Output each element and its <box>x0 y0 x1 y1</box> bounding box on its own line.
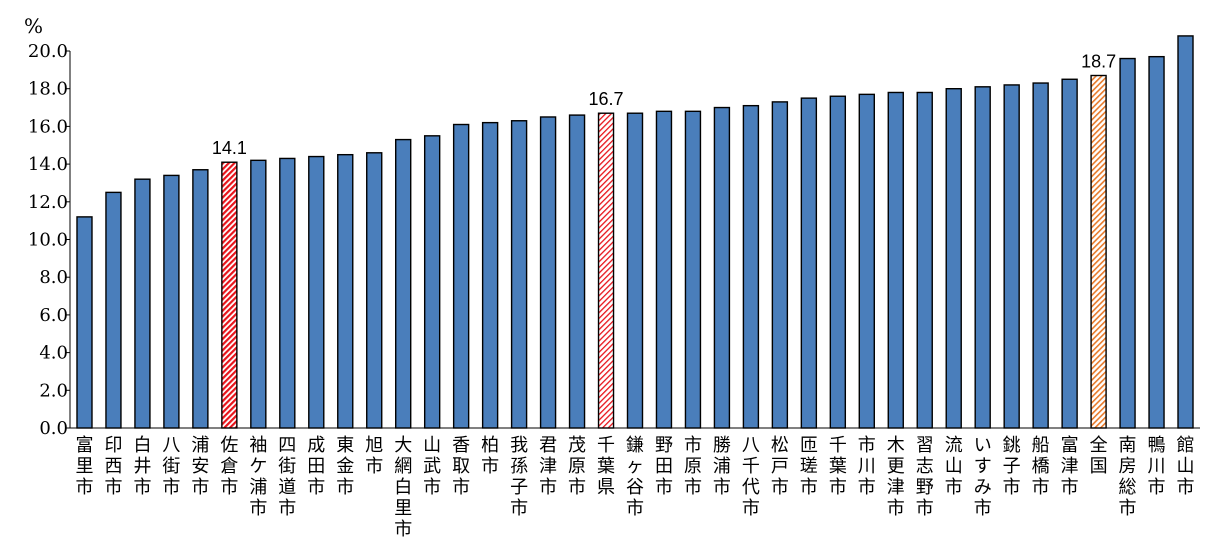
x-tick-label: 千葉市 <box>829 435 847 498</box>
y-tick-label: 16.0 <box>28 116 68 137</box>
data-labels: 14.1 16.7 18.7 <box>212 52 1116 159</box>
y-tick-label: 10.0 <box>28 230 68 251</box>
x-tick-label: 木更津市 <box>887 435 905 519</box>
bar-館山市 <box>1177 35 1194 429</box>
bar-旭市 <box>366 152 383 429</box>
x-tick-label: 袖ケ浦市 <box>249 435 267 519</box>
bar-松戸市 <box>771 101 789 429</box>
x-tick-label: 我孫子市 <box>510 435 528 519</box>
bar-佐倉市 <box>221 161 238 429</box>
x-tick-label: 八千代市 <box>742 435 760 519</box>
x-tick-label: 市原市 <box>684 435 702 498</box>
y-tick-label: 12.0 <box>28 192 68 213</box>
y-tick-label: 14.0 <box>28 154 68 175</box>
bar-流山市 <box>945 87 962 429</box>
bar-市原市 <box>684 110 702 429</box>
x-tick-label: 松戸市 <box>771 435 789 498</box>
bar-千葉市 <box>829 95 847 429</box>
x-tick-label: 千葉県 <box>597 435 615 498</box>
bar-市川市 <box>858 93 875 429</box>
x-tick-label: 銚子市 <box>1003 435 1021 498</box>
bar-成田市 <box>308 155 325 429</box>
x-tick-label: 富津市 <box>1061 435 1079 498</box>
y-tick-label: 2.0 <box>39 380 68 401</box>
x-tick-label: 全国 <box>1090 435 1108 477</box>
bar-君津市 <box>539 116 557 429</box>
bars <box>76 35 1194 429</box>
bar-東金市 <box>337 153 354 429</box>
bar-茂原市 <box>568 114 586 429</box>
bar-匝瑳市 <box>800 97 818 429</box>
data-label: 16.7 <box>589 89 624 109</box>
bar-印西市 <box>105 191 122 429</box>
x-tick-label: いすみ市 <box>974 435 992 519</box>
y-axis: 0.0 2.0 4.0 6.0 8.0 10.0 12.0 14.0 16.0 18.0 20.0% <box>24 14 71 439</box>
bar-柏市 <box>481 121 499 429</box>
y-tick-label: 6.0 <box>39 305 68 326</box>
x-tick-label: 白井市 <box>133 435 151 498</box>
y-axis-unit-label: % <box>24 14 43 38</box>
bar-袖ケ浦市 <box>250 159 267 429</box>
bar-鎌ヶ谷市 <box>626 112 644 429</box>
bar-浦安市 <box>192 169 209 429</box>
x-tick-label: 館山市 <box>1177 435 1195 498</box>
x-tick-label: 富里市 <box>75 435 93 498</box>
bar-白井市 <box>134 178 151 429</box>
bar-四街道市 <box>279 157 296 429</box>
bar-習志野市 <box>916 91 933 429</box>
x-tick-label: 野田市 <box>655 435 673 498</box>
x-tick-label: 船橋市 <box>1032 435 1050 498</box>
y-tick-label: 20.0 <box>28 41 68 62</box>
bar-香取市 <box>452 123 470 429</box>
x-axis: 富里市印西市白井市八街市浦安市佐倉市袖ケ浦市四街道市成田市東金市旭市大網白里市山… <box>70 427 1200 540</box>
bar-山武市 <box>423 135 441 429</box>
x-tick-label: 四街道市 <box>278 435 296 519</box>
x-tick-label: 成田市 <box>307 435 325 498</box>
x-tick-label: 鴨川市 <box>1148 435 1166 498</box>
x-tick-label: 浦安市 <box>191 435 209 498</box>
x-tick-label: 大網白里市 <box>394 435 412 540</box>
bar-千葉県 <box>597 112 615 429</box>
x-tick-label: 山武市 <box>423 435 441 498</box>
x-tick-label: 東金市 <box>336 435 354 498</box>
x-tick-label: 流山市 <box>945 435 963 498</box>
y-tick-label: 18.0 <box>28 79 68 100</box>
bar-銚子市 <box>1003 84 1020 429</box>
x-tick-label: 鎌ヶ谷市 <box>626 435 644 519</box>
x-tick-label: 匝瑳市 <box>800 435 818 498</box>
x-tick-label: 南房総市 <box>1119 435 1137 519</box>
bar-富里市 <box>76 216 93 429</box>
bar-八千代市 <box>742 104 760 429</box>
bar-南房総市 <box>1119 57 1136 429</box>
x-tick-label: 勝浦市 <box>713 435 731 498</box>
bar-船橋市 <box>1032 82 1049 429</box>
bar-富津市 <box>1061 78 1078 429</box>
bar-いすみ市 <box>974 86 991 429</box>
x-tick-label: 習志野市 <box>916 435 934 519</box>
x-tick-label: 印西市 <box>104 435 122 498</box>
y-tick-label: 0.0 <box>39 418 68 439</box>
y-tick-label: 4.0 <box>39 343 68 364</box>
bar-勝浦市 <box>713 106 731 429</box>
x-tick-label: 佐倉市 <box>220 435 238 498</box>
bar-八街市 <box>163 174 180 429</box>
x-tick-label: 君津市 <box>539 435 557 498</box>
x-tick-label: 八街市 <box>162 435 180 498</box>
data-label: 18.7 <box>1081 52 1116 72</box>
bar-野田市 <box>655 110 673 429</box>
x-tick-label: 旭市 <box>365 435 383 477</box>
bar-鴨川市 <box>1148 55 1165 429</box>
data-label: 14.1 <box>212 138 247 158</box>
bar-木更津市 <box>887 91 904 429</box>
x-tick-label: 市川市 <box>858 435 876 498</box>
bar-大網白里市 <box>395 138 412 429</box>
x-tick-label: 柏市 <box>481 435 499 477</box>
bar-全国 <box>1090 74 1107 429</box>
bar-我孫子市 <box>510 120 528 429</box>
x-tick-label: 茂原市 <box>568 435 586 498</box>
y-tick-label: 8.0 <box>39 267 68 288</box>
x-tick-label: 香取市 <box>452 435 470 498</box>
